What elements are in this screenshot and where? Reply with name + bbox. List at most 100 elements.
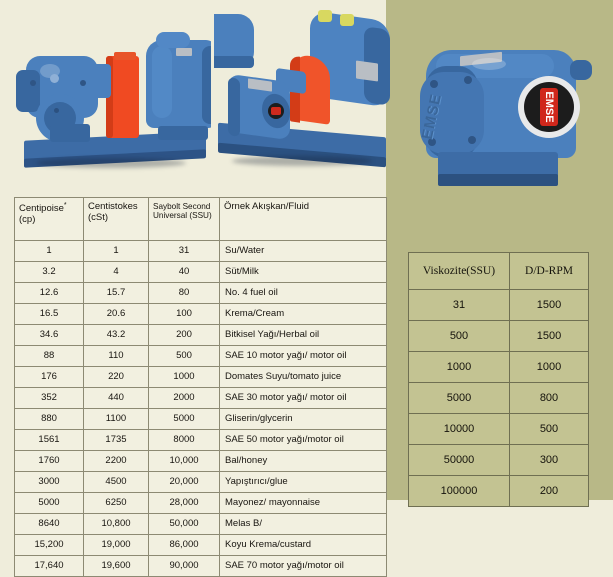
table-row: 12.6 15.7 80 No. 4 fuel oil: [14, 282, 387, 304]
table-row: 34.6 43.2 200 Bitkisel Yağı/Herbal oil: [14, 324, 387, 346]
cell-ssu: 80: [148, 282, 220, 304]
cell-fluid: Yapıştırıcı/glue: [219, 471, 387, 493]
cell-viskozite-ssu: 50000: [408, 444, 510, 476]
table-row: 352 440 2000 SAE 30 motor yağı/ motor oil: [14, 387, 387, 409]
header-dd-rpm: D/D-RPM: [509, 252, 589, 290]
cell-centipoise: 880: [14, 408, 84, 430]
cell-dd-rpm: 200: [509, 475, 589, 507]
cell-fluid: Melas B/: [219, 513, 387, 535]
pump-photo-center: [214, 4, 392, 188]
cell-ssu: 20,000: [148, 471, 220, 493]
rpm-table-row: 5000 800: [408, 382, 589, 414]
cell-viskozite-ssu: 500: [408, 320, 510, 352]
cell-centistokes: 4: [83, 261, 149, 283]
cell-ssu: 86,000: [148, 534, 220, 556]
header-ssu: Saybolt Second Universal (SSU): [148, 197, 220, 241]
cell-viskozite-ssu: 100000: [408, 475, 510, 507]
cell-viskozite-ssu: 1000: [408, 351, 510, 383]
cell-ssu: 10,000: [148, 450, 220, 472]
viscosity-conversion-table: Centipoise* (cp) Centistokes (cSt) Saybo…: [14, 197, 387, 577]
cell-centipoise: 3000: [14, 471, 84, 493]
table-row: 880 1100 5000 Gliserin/glycerin: [14, 408, 387, 430]
cell-centipoise: 352: [14, 387, 84, 409]
cell-fluid: Bal/honey: [219, 450, 387, 472]
cell-viskozite-ssu: 31: [408, 289, 510, 321]
header-viskozite-ssu: Viskozite(SSU): [408, 252, 510, 290]
cell-centistokes: 19,000: [83, 534, 149, 556]
rpm-table-row: 500 1500: [408, 320, 589, 352]
header-centipoise-line2: (cp): [19, 214, 36, 226]
cell-dd-rpm: 1500: [509, 320, 589, 352]
cell-fluid: Mayonez/ mayonnaise: [219, 492, 387, 514]
emse-logo: EMSE: [540, 88, 558, 126]
pump-photo-right: EMSE EMSE: [412, 14, 608, 196]
cell-fluid: Bitkisel Yağı/Herbal oil: [219, 324, 387, 346]
cell-ssu: 200: [148, 324, 220, 346]
cell-fluid: Domates Suyu/tomato juice: [219, 366, 387, 388]
rpm-table-row: 100000 200: [408, 475, 589, 507]
table-row: 8640 10,800 50,000 Melas B/: [14, 513, 387, 535]
emse-cast-text: EMSE: [418, 92, 446, 142]
cell-centistokes: 220: [83, 366, 149, 388]
cell-centistokes: 10,800: [83, 513, 149, 535]
cell-ssu: 50,000: [148, 513, 220, 535]
cell-centipoise: 1: [14, 240, 84, 262]
pump-photo-left: [6, 8, 211, 186]
cell-centistokes: 440: [83, 387, 149, 409]
cell-centipoise: 16.5: [14, 303, 84, 325]
header-fluid-label: Örnek Akışkan/Fluid: [224, 201, 310, 212]
table-row: 15,200 19,000 86,000 Koyu Krema/custard: [14, 534, 387, 556]
cell-fluid: SAE 70 motor yağı/motor oil: [219, 555, 387, 577]
cell-centipoise: 88: [14, 345, 84, 367]
cell-dd-rpm: 500: [509, 413, 589, 445]
table-row: 1 1 31 Su/Water: [14, 240, 387, 262]
cell-centipoise: 34.6: [14, 324, 84, 346]
header-ssu-line2: Universal (SSU): [153, 211, 212, 221]
table-row: 176 220 1000 Domates Suyu/tomato juice: [14, 366, 387, 388]
viscosity-rpm-table: Viskozite(SSU) D/D-RPM 31 1500 500 1500 1000…: [408, 252, 589, 507]
table-row: 1561 1735 8000 SAE 50 motor yağı/motor oil: [14, 429, 387, 451]
cell-viskozite-ssu: 5000: [408, 382, 510, 414]
rpm-table-row: 50000 300: [408, 444, 589, 476]
cell-dd-rpm: 800: [509, 382, 589, 414]
cell-fluid: Süt/Milk: [219, 261, 387, 283]
cell-fluid: SAE 10 motor yağı/ motor oil: [219, 345, 387, 367]
table-row: 3.2 4 40 Süt/Milk: [14, 261, 387, 283]
emse-badge: [271, 107, 281, 115]
cell-ssu: 31: [148, 240, 220, 262]
header-centipoise: Centipoise* (cp): [14, 197, 84, 241]
cell-ssu: 5000: [148, 408, 220, 430]
rpm-table-row: 31 1500: [408, 289, 589, 321]
cell-centipoise: 1760: [14, 450, 84, 472]
header-centistokes: Centistokes (cSt): [83, 197, 149, 241]
cell-fluid: Koyu Krema/custard: [219, 534, 387, 556]
table-row: 5000 6250 28,000 Mayonez/ mayonnaise: [14, 492, 387, 514]
cell-ssu: 500: [148, 345, 220, 367]
rpm-header-row: Viskozite(SSU) D/D-RPM: [408, 252, 589, 290]
header-centipoise-asterisk: *: [63, 202, 67, 209]
cell-centipoise: 15,200: [14, 534, 84, 556]
cell-ssu: 40: [148, 261, 220, 283]
cell-ssu: 100: [148, 303, 220, 325]
table-row: 17,640 19,600 90,000 SAE 70 motor yağı/moto…: [14, 555, 387, 577]
header-centistokes-line2: (cSt): [88, 211, 109, 223]
cell-centistokes: 15.7: [83, 282, 149, 304]
rpm-table-row: 1000 1000: [408, 351, 589, 383]
header-centipoise-line1: Centipoise: [19, 203, 64, 215]
cell-centistokes: 20.6: [83, 303, 149, 325]
cell-centipoise: 176: [14, 366, 84, 388]
cell-centipoise: 1561: [14, 429, 84, 451]
cell-ssu: 90,000: [148, 555, 220, 577]
cell-ssu: 2000: [148, 387, 220, 409]
cell-viskozite-ssu: 10000: [408, 413, 510, 445]
cell-fluid: Krema/Cream: [219, 303, 387, 325]
product-photo-strip: EMSE EMSE: [0, 0, 613, 200]
cell-centistokes: 110: [83, 345, 149, 367]
cell-ssu: 28,000: [148, 492, 220, 514]
cell-dd-rpm: 1000: [509, 351, 589, 383]
cell-dd-rpm: 300: [509, 444, 589, 476]
cell-fluid: Su/Water: [219, 240, 387, 262]
cell-centistokes: 1: [83, 240, 149, 262]
cell-centistokes: 19,600: [83, 555, 149, 577]
